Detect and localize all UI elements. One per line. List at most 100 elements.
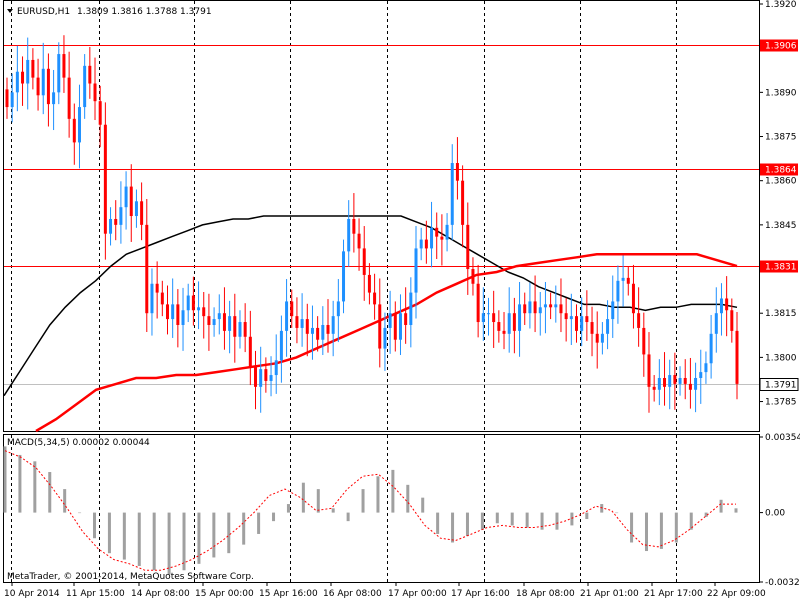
candle-body bbox=[673, 375, 677, 384]
candle-body bbox=[600, 333, 604, 343]
macd-bar bbox=[197, 512, 201, 564]
macd-label: MACD(5,34,5) 0.00002 0.00044 bbox=[7, 438, 150, 448]
candle-body bbox=[52, 92, 56, 105]
macd-bar bbox=[361, 489, 365, 513]
macd-window-frame bbox=[3, 434, 760, 583]
candle-body bbox=[10, 92, 14, 108]
candle-body bbox=[518, 304, 522, 331]
macd-bar bbox=[600, 504, 604, 513]
symbol-dropdown-icon[interactable] bbox=[7, 9, 13, 13]
macd-y-tick-label: 0.00354 bbox=[765, 433, 800, 443]
candle-body bbox=[543, 304, 547, 308]
candle-body bbox=[409, 292, 413, 325]
candle-body bbox=[694, 377, 698, 390]
candle-body bbox=[512, 313, 516, 331]
candle-body bbox=[41, 68, 45, 96]
x-tick-label: 14 Apr 08:00 bbox=[131, 589, 190, 599]
candle-body bbox=[134, 201, 138, 217]
macd-bar bbox=[272, 512, 276, 522]
candle-body bbox=[279, 330, 283, 361]
candle-body bbox=[523, 304, 527, 314]
x-tick-label: 11 Apr 15:00 bbox=[66, 589, 125, 599]
candle-body bbox=[611, 301, 615, 320]
candle-body bbox=[150, 283, 154, 314]
macd-bar bbox=[659, 512, 663, 549]
candle-body bbox=[688, 383, 692, 390]
candle-body bbox=[404, 313, 408, 325]
candle-body bbox=[243, 322, 247, 337]
macd-y-tick-label: -0.00325 bbox=[765, 578, 800, 588]
candle-body bbox=[569, 316, 573, 320]
candle-body bbox=[181, 310, 185, 325]
macd-bar bbox=[316, 489, 320, 513]
candle-body bbox=[88, 65, 92, 84]
macd-bar bbox=[301, 482, 305, 513]
copyright-text: MetaTrader, © 2001-2014, MetaQuotes Soft… bbox=[7, 572, 254, 582]
candle-body bbox=[678, 377, 682, 384]
x-tick-label: 22 Apr 09:00 bbox=[707, 589, 766, 599]
candle-body bbox=[310, 327, 314, 334]
candle-body bbox=[352, 218, 356, 234]
macd-bar bbox=[137, 512, 141, 566]
candle-body bbox=[388, 313, 392, 328]
candle-body bbox=[492, 313, 496, 323]
candle-body bbox=[295, 316, 299, 328]
candle-body bbox=[642, 327, 646, 355]
y-tick-label: 1.3875 bbox=[765, 133, 797, 143]
candle-body bbox=[373, 292, 377, 305]
macd-bar bbox=[406, 484, 410, 513]
candle-body bbox=[238, 322, 242, 337]
candle-body bbox=[357, 233, 361, 249]
candle-body bbox=[709, 333, 713, 364]
candle-body bbox=[305, 319, 309, 334]
candle-body bbox=[36, 77, 40, 96]
y-tick-label: 1.3800 bbox=[765, 353, 797, 363]
candle-body bbox=[461, 180, 465, 225]
candle-body bbox=[430, 227, 434, 249]
candle-body bbox=[259, 369, 263, 387]
macd-bar bbox=[451, 512, 455, 543]
candle-body bbox=[533, 301, 537, 314]
x-tick-label: 18 Apr 08:00 bbox=[516, 589, 575, 599]
macd-bar bbox=[212, 512, 216, 558]
candle-body bbox=[98, 101, 102, 125]
candle-body bbox=[481, 313, 485, 323]
candle-body bbox=[725, 298, 729, 311]
macd-bar bbox=[122, 512, 126, 560]
candle-body bbox=[26, 59, 30, 84]
candle-body bbox=[46, 68, 50, 105]
candle-body bbox=[435, 227, 439, 237]
macd-bar bbox=[63, 489, 67, 513]
candle-body bbox=[191, 295, 195, 311]
macd-bar bbox=[78, 512, 82, 514]
candle-body bbox=[212, 319, 216, 325]
candle-body bbox=[15, 71, 19, 93]
candle-body bbox=[342, 251, 346, 302]
macd-bar bbox=[48, 472, 52, 513]
x-tick-label: 17 Apr 16:00 bbox=[451, 589, 510, 599]
candle-body bbox=[160, 292, 164, 305]
price-level-tag bbox=[760, 260, 798, 273]
candle-body bbox=[248, 336, 252, 367]
y-tick-label: 1.3860 bbox=[765, 177, 797, 187]
candle-body bbox=[575, 316, 579, 331]
candle-body bbox=[165, 304, 169, 320]
candle-body bbox=[119, 207, 123, 225]
candle-body bbox=[657, 377, 661, 390]
candle-body bbox=[114, 218, 118, 225]
candle-body bbox=[300, 319, 304, 328]
macd-bar bbox=[630, 512, 634, 543]
candle-body bbox=[502, 330, 506, 334]
candle-body bbox=[414, 248, 418, 293]
candle-body bbox=[538, 307, 542, 314]
candle-body bbox=[129, 186, 133, 217]
candle-body bbox=[21, 71, 25, 84]
macd-bar bbox=[18, 454, 22, 513]
y-tick-label: 1.3920 bbox=[765, 0, 797, 10]
candle-body bbox=[704, 363, 708, 373]
macd-bar bbox=[704, 512, 708, 517]
macd-bar bbox=[242, 512, 246, 545]
candle-body bbox=[197, 307, 201, 311]
candle-body bbox=[419, 239, 423, 249]
